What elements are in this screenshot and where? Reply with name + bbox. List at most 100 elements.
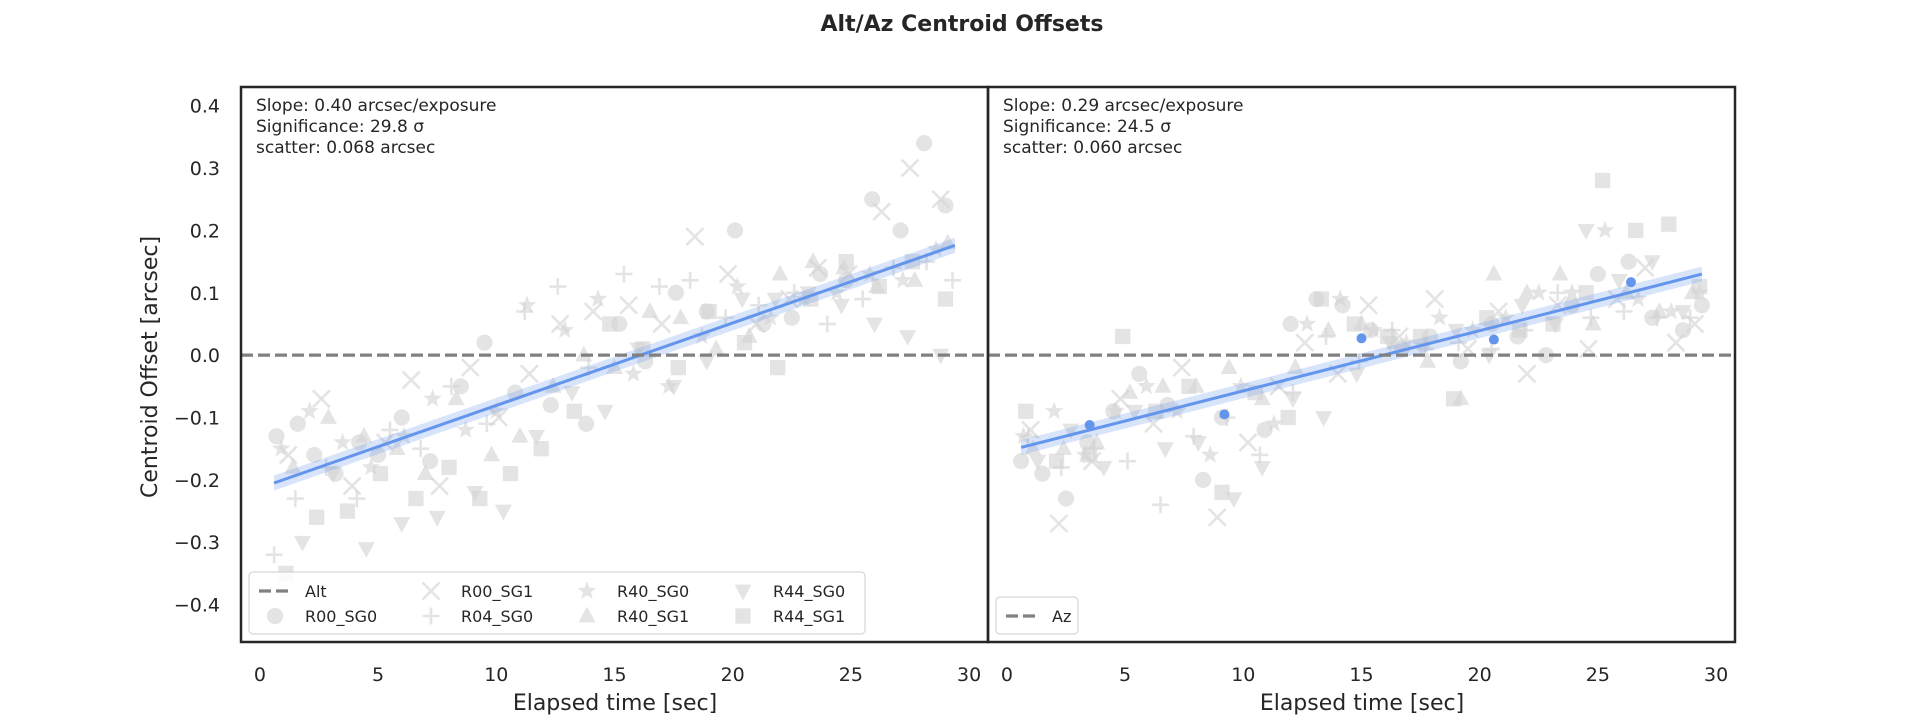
- y-tick-label: 0.1: [190, 283, 220, 305]
- binned-point: [1356, 333, 1367, 344]
- r40_sg0-point: [1430, 308, 1449, 326]
- legend-label: R00_SG0: [305, 607, 377, 627]
- az-x-tick-label: 25: [1586, 664, 1610, 686]
- y-tick-label: −0.3: [174, 532, 220, 554]
- r44_sg1-point: [1628, 222, 1644, 239]
- az-x-axis-ticks: 0 5 10 15 20 25 30: [1001, 664, 1728, 686]
- y-tick-label: 0.0: [190, 345, 220, 367]
- r40_sg1-point: [672, 308, 690, 325]
- y-tick-label: 0.3: [190, 158, 220, 180]
- legend-swatch-triangle-up: [578, 606, 596, 623]
- r00_sg0-point: [393, 409, 410, 426]
- r44_sg1-point: [1181, 378, 1197, 394]
- r00_sg0-point: [542, 396, 559, 414]
- y-tick-label: 0.4: [190, 96, 220, 118]
- r40_sg0-point: [271, 438, 291, 457]
- r40_sg1-point: [388, 439, 406, 456]
- r40_sg1-point: [447, 389, 465, 406]
- r40_sg0-point: [624, 364, 643, 382]
- r04_sg0-point: [442, 377, 460, 395]
- alt-panel: Slope: 0.40 arcsec/exposure Significance…: [239, 85, 990, 716]
- r44_sg0-point: [1348, 367, 1366, 384]
- r40_sg1-point: [1154, 376, 1172, 393]
- legend-label: Az: [1052, 607, 1071, 626]
- r00_sg0-point: [1034, 465, 1051, 482]
- r44_sg1-point: [339, 503, 356, 519]
- az-significance-text: Significance: 24.5 σ: [1003, 117, 1171, 137]
- r00_sg1-point: [430, 476, 449, 496]
- alt-x-tick-label: 0: [254, 664, 266, 686]
- r44_sg1-point: [372, 465, 389, 482]
- r40_sg1-point: [1121, 383, 1139, 399]
- r04_sg0-point: [412, 440, 430, 458]
- r00_sg0-point: [1256, 421, 1273, 439]
- r44_sg0-point: [1253, 461, 1271, 477]
- binned-point: [1219, 409, 1230, 420]
- alt-slope-text: Slope: 0.40 arcsec/exposure: [256, 96, 496, 116]
- r40_sg1-point: [606, 358, 623, 374]
- r44_sg1-point: [1280, 409, 1296, 426]
- alt-significance-text: Significance: 29.8 σ: [256, 117, 424, 137]
- r00_sg1-point: [1172, 358, 1192, 378]
- r40_sg0-point: [1364, 320, 1383, 339]
- r04_sg0-point: [785, 284, 803, 302]
- r00_sg1-point: [519, 364, 539, 384]
- r40_sg1-point: [1419, 352, 1437, 368]
- az-stats-box: Slope: 0.29 arcsec/exposure Significance…: [1003, 96, 1243, 158]
- r00_sg1-point: [746, 314, 766, 334]
- r04_sg0-point: [348, 490, 366, 508]
- r00_sg0-point: [1537, 347, 1554, 364]
- r40_sg0-point: [423, 389, 442, 407]
- r40_sg0-point: [893, 270, 913, 289]
- r44_sg1-point: [937, 291, 954, 307]
- r40_sg1-point: [1286, 358, 1304, 374]
- alt-x-tick-label: 20: [721, 664, 745, 686]
- r44_sg0-point: [1447, 323, 1465, 340]
- r40_sg0-point: [1463, 320, 1482, 339]
- r00_sg1-point: [1517, 364, 1537, 384]
- alt-x-tick-label: 5: [372, 664, 384, 686]
- r44_sg1-point: [408, 490, 424, 507]
- r44_sg0-point: [665, 379, 683, 396]
- az-panel: Slope: 0.29 arcsec/exposure Significance…: [986, 85, 1737, 716]
- r44_sg1-point: [1446, 391, 1462, 407]
- alt-legend: Alt R00_SG0 R00_SG1 R04_SG0 R40_SG0 R40_SG1 R4…: [248, 571, 866, 635]
- r00_sg0-point: [1589, 266, 1606, 283]
- r44_sg1-point: [308, 509, 325, 525]
- r00_sg0-point: [452, 378, 469, 395]
- r44_sg1-point: [1412, 328, 1429, 345]
- alt-x-tick-label: 10: [484, 664, 508, 686]
- r40_sg1-point: [319, 408, 337, 424]
- r00_sg0-point: [1131, 365, 1148, 382]
- alt-x-tick-label: 15: [602, 664, 626, 686]
- r44_sg1-point: [1691, 278, 1708, 295]
- r00_sg0-point: [892, 222, 909, 239]
- r00_sg0-point: [422, 453, 439, 470]
- r00_sg0-point: [916, 135, 933, 152]
- r40_sg0-point: [300, 401, 319, 420]
- binned-point: [1084, 419, 1095, 430]
- r44_sg0-point: [563, 386, 581, 402]
- az-scatter-text: scatter: 0.060 arcsec: [1003, 138, 1182, 158]
- r44_sg0-point: [1315, 411, 1333, 427]
- r00_sg1-point: [685, 227, 705, 247]
- legend-swatch-x: [421, 581, 441, 601]
- r04_sg0-point: [681, 271, 699, 289]
- r00_sg0-point: [1674, 322, 1692, 339]
- r00_sg1-point: [872, 202, 892, 222]
- r40_sg1-point: [1088, 433, 1106, 449]
- r00_sg0-point: [1195, 471, 1212, 488]
- y-axis-ticks: −0.4 −0.3 −0.2 −0.1 0.0 0.1 0.2 0.3 0.4: [174, 96, 220, 617]
- r00_sg1-point: [1425, 289, 1445, 309]
- r40_sg0-point: [1562, 283, 1582, 301]
- r04_sg0-point: [549, 278, 567, 296]
- az-x-tick-label: 0: [1001, 664, 1013, 686]
- r44_sg1-point: [1379, 328, 1396, 345]
- legend-label: R40_SG0: [617, 582, 689, 602]
- r40_sg1-point: [1485, 264, 1503, 281]
- r44_sg0-point: [1284, 392, 1302, 409]
- r40_sg0-point: [1397, 332, 1416, 351]
- r44_sg0-point: [357, 542, 375, 558]
- r44_sg1-point: [1346, 316, 1363, 332]
- r00_sg0-point: [289, 415, 306, 432]
